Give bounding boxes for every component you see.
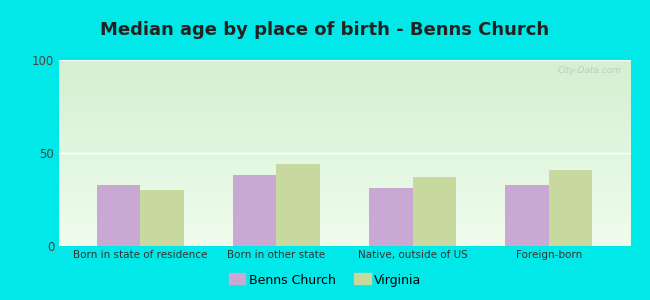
Bar (140, 190, 184, 246)
Bar (97, 184, 140, 246)
Bar (505, 184, 549, 246)
Bar (549, 170, 592, 246)
Bar (276, 164, 320, 246)
Legend: Benns Church, Virginia: Benns Church, Virginia (225, 270, 425, 291)
Text: City-Data.com: City-Data.com (558, 66, 622, 75)
Text: Median age by place of birth - Benns Church: Median age by place of birth - Benns Chu… (101, 21, 549, 39)
Bar (233, 175, 276, 246)
Bar (413, 177, 456, 246)
Bar (369, 188, 413, 246)
